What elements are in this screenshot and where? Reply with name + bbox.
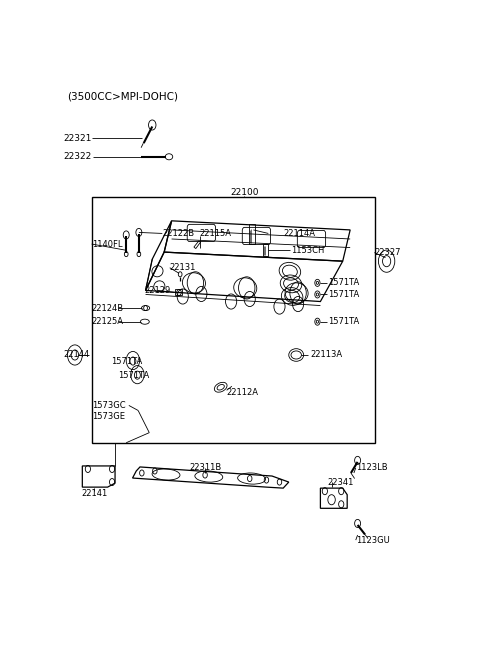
Text: (3500CC>MPI-DOHC): (3500CC>MPI-DOHC) <box>67 91 179 102</box>
Text: 22321: 22321 <box>63 134 92 143</box>
Bar <box>92 197 375 443</box>
Text: 22124B: 22124B <box>92 303 124 312</box>
Text: 22322: 22322 <box>63 152 92 161</box>
Text: 22327: 22327 <box>374 248 401 257</box>
Bar <box>175 290 181 295</box>
Text: 1153CH: 1153CH <box>290 246 324 255</box>
Bar <box>249 225 255 244</box>
Text: 22125A: 22125A <box>92 317 124 326</box>
Text: 22311B: 22311B <box>189 464 221 472</box>
Text: 22341: 22341 <box>328 477 354 487</box>
Text: 1571TA: 1571TA <box>328 317 359 326</box>
Text: 1573GE: 1573GE <box>92 412 125 421</box>
Text: 22131: 22131 <box>170 263 196 272</box>
Text: 1123GU: 1123GU <box>356 536 389 544</box>
Text: 22144: 22144 <box>64 350 90 360</box>
Text: 22122B: 22122B <box>162 229 194 238</box>
Text: 22114A: 22114A <box>283 229 315 238</box>
Text: 22100: 22100 <box>230 187 258 196</box>
Text: 22141: 22141 <box>81 489 108 498</box>
Text: 1571TA: 1571TA <box>328 290 359 299</box>
Text: 22129: 22129 <box>145 286 171 295</box>
Text: 1571TA: 1571TA <box>328 278 359 288</box>
Text: 1571TA: 1571TA <box>118 371 149 380</box>
Text: 1571TA: 1571TA <box>111 356 143 365</box>
Text: 1123LB: 1123LB <box>356 464 387 472</box>
Text: 22112A: 22112A <box>227 388 259 397</box>
Text: 22115A: 22115A <box>200 229 231 238</box>
Text: 1573GC: 1573GC <box>92 401 125 410</box>
Text: 22113A: 22113A <box>310 350 342 360</box>
Bar <box>263 244 267 256</box>
Text: 1140FL: 1140FL <box>92 240 122 248</box>
